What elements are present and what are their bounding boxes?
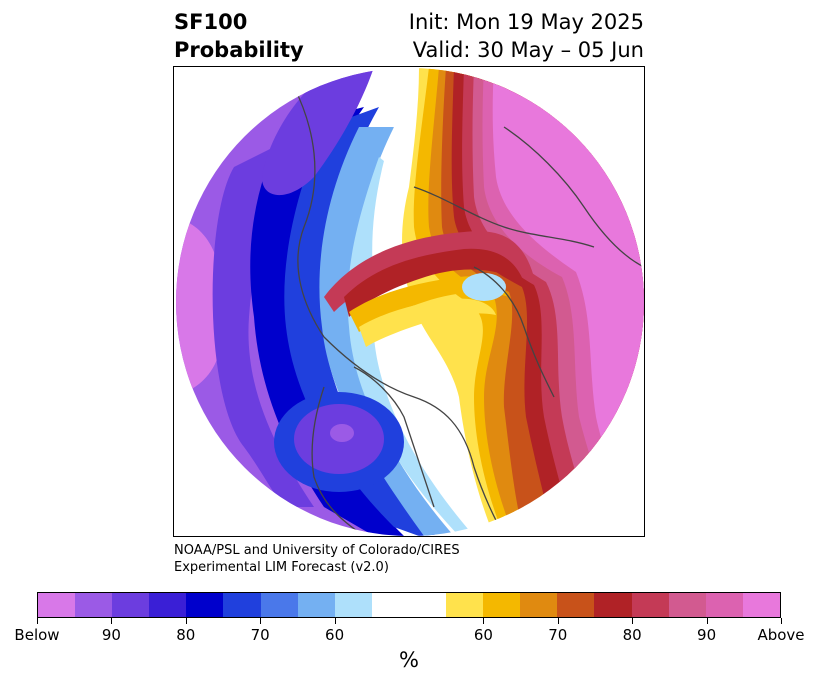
colorbar-units: % xyxy=(399,648,419,672)
map-dates: Init: Mon 19 May 2025 Valid: 30 May – 05… xyxy=(409,8,644,64)
colorbar-segment xyxy=(520,593,558,617)
colorbar-tick-label: 70 xyxy=(548,626,568,644)
region-blue-55 xyxy=(347,157,474,536)
colorbar-tick-mark xyxy=(557,618,559,624)
colorbar-segment xyxy=(75,593,113,617)
colorbar-tick-label: 60 xyxy=(325,626,345,644)
colorbar-segment xyxy=(705,593,743,617)
colorbar-tick-mark xyxy=(185,618,187,624)
colorbar-tick-label: Above xyxy=(757,626,805,644)
colorbar-segment xyxy=(223,593,261,617)
colorbar-segment xyxy=(446,593,484,617)
colorbar-segment xyxy=(149,593,187,617)
colorbar-segment xyxy=(297,593,335,617)
colorbar-segment xyxy=(483,593,521,617)
colorbar-tick-mark xyxy=(781,618,782,624)
probability-field xyxy=(176,68,644,536)
title-type: Probability xyxy=(174,38,304,62)
colorbar-tick-label: 80 xyxy=(622,626,642,644)
colorbar-segment xyxy=(260,593,298,617)
region-na-low-core xyxy=(330,424,354,442)
region-arctic-light-blue xyxy=(462,273,506,301)
colorbar-segment xyxy=(334,593,372,617)
credit-line-1: NOAA/PSL and University of Colorado/CIRE… xyxy=(174,543,460,558)
region-europe-yellow xyxy=(359,298,496,347)
colorbar-tick-label: 70 xyxy=(250,626,270,644)
region-blue-60 xyxy=(319,127,454,536)
colorbar-tick-mark xyxy=(334,618,336,624)
colorbar-segment xyxy=(112,593,150,617)
map-panel xyxy=(173,66,645,537)
region-europe-red xyxy=(344,248,524,317)
colorbar-tick-label: 90 xyxy=(697,626,717,644)
colorbar-tick-mark xyxy=(706,618,708,624)
colorbar xyxy=(37,592,781,618)
colorbar-segment xyxy=(186,593,224,617)
region-below-pacific xyxy=(176,217,224,397)
region-blue-ring xyxy=(212,127,314,507)
region-above xyxy=(492,68,644,536)
colorbar-segment xyxy=(631,593,669,617)
title-variable: SF100 xyxy=(174,10,248,34)
colorbar-tick-label: 60 xyxy=(473,626,493,644)
colorbar-tick-mark xyxy=(37,618,38,624)
init-date: Init: Mon 19 May 2025 xyxy=(408,10,644,34)
colorbar-tick-mark xyxy=(483,618,485,624)
colorbar-segment xyxy=(594,593,632,617)
colorbar-tick-label: 80 xyxy=(176,626,196,644)
colorbar-segment xyxy=(371,593,409,617)
colorbar-segment xyxy=(668,593,706,617)
colorbar-tick-mark xyxy=(260,618,262,624)
colorbar-segment xyxy=(742,593,780,617)
polar-map xyxy=(176,68,644,536)
colorbar-tick-mark xyxy=(111,618,113,624)
region-alaska-low xyxy=(262,68,374,195)
credit-text: NOAA/PSL and University of Colorado/CIRE… xyxy=(174,542,460,576)
colorbar-tick-label: 90 xyxy=(101,626,121,644)
colorbar-segment xyxy=(557,593,595,617)
map-title: SF100 Probability xyxy=(174,8,304,64)
coastlines xyxy=(293,86,644,536)
colorbar-tick-mark xyxy=(632,618,634,624)
colorbar-tick-label: Below xyxy=(14,626,60,644)
colorbar-segment xyxy=(408,593,447,617)
valid-dates: Valid: 30 May – 05 Jun xyxy=(412,38,644,62)
credit-line-2: Experimental LIM Forecast (v2.0) xyxy=(174,560,389,575)
colorbar-segment xyxy=(38,593,76,617)
